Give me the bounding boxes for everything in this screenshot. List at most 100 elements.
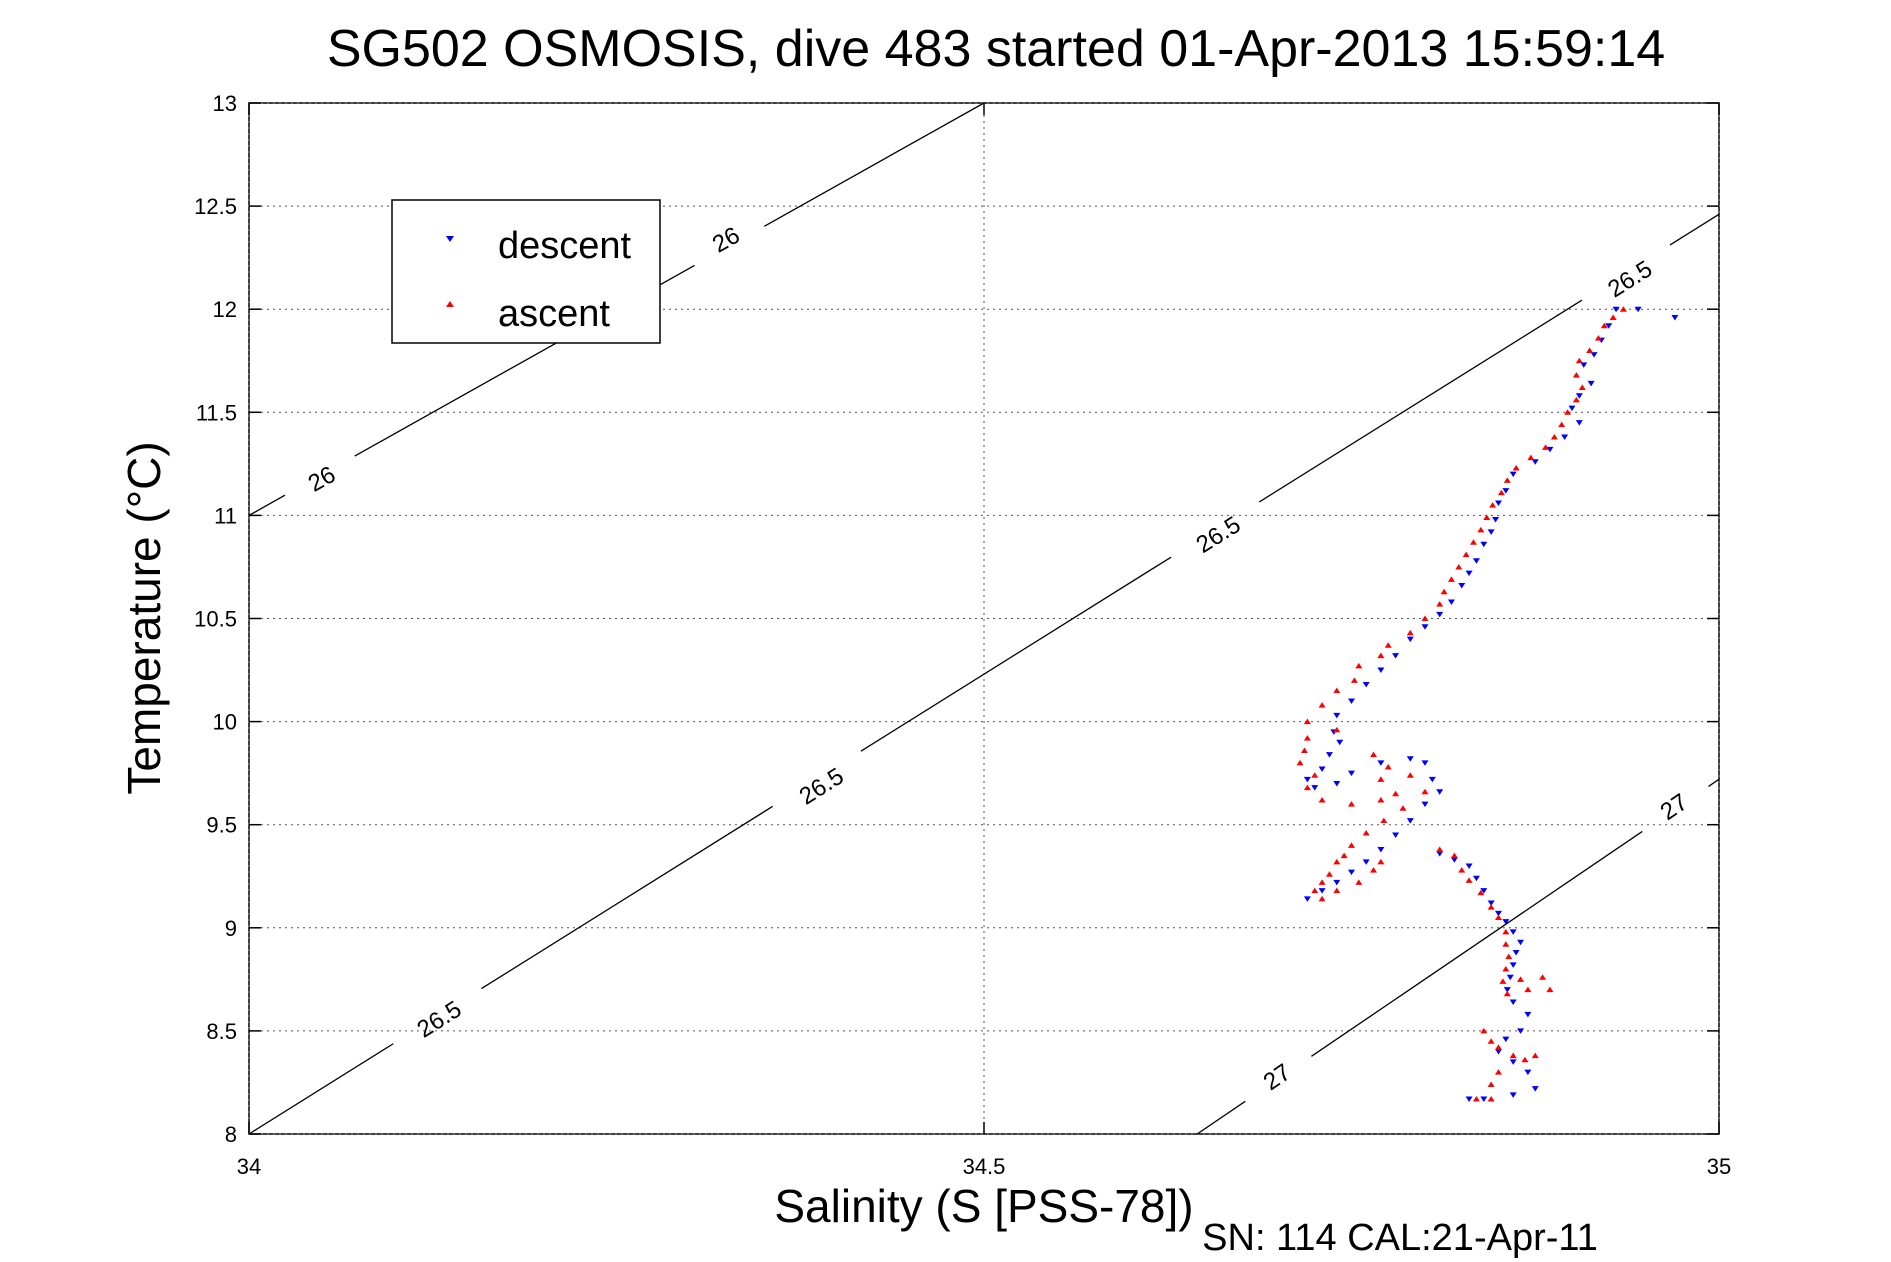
density-contour-27 xyxy=(1196,1100,1246,1135)
ascent-point xyxy=(1487,1038,1495,1044)
descent-point xyxy=(1421,624,1429,630)
ascent-point xyxy=(1502,966,1510,972)
descent-point xyxy=(1492,517,1500,523)
ascent-point xyxy=(1303,735,1311,741)
ascent-point xyxy=(1450,852,1458,859)
ascent-point xyxy=(1527,454,1535,461)
ascent-point xyxy=(1333,858,1341,865)
ascent-point xyxy=(1524,986,1532,993)
descent-point xyxy=(1531,1086,1539,1092)
ascent-point xyxy=(1296,759,1304,766)
ascent-point xyxy=(1546,986,1554,993)
density-contour-26.5 xyxy=(1258,299,1583,503)
descent-point xyxy=(1436,611,1444,618)
ascent-point xyxy=(1487,1081,1495,1088)
y-tick-label: 11 xyxy=(214,503,237,528)
footer-serial-cal: SN: 114 CAL:21-Apr-11 xyxy=(1202,1217,1598,1259)
descent-point xyxy=(1495,500,1502,507)
legend-marker-ascent xyxy=(446,301,454,307)
density-contour-26 xyxy=(763,102,985,227)
ascent-point xyxy=(1465,877,1473,883)
descent-point xyxy=(1634,306,1642,313)
y-tick-label: 9.5 xyxy=(206,813,237,838)
y-tick-label: 10 xyxy=(213,710,237,735)
descent-point xyxy=(1509,999,1517,1006)
ascent-point xyxy=(1318,702,1326,708)
ascent-point xyxy=(1318,879,1326,885)
descent-point xyxy=(1506,974,1514,981)
legend: descent ascent xyxy=(391,199,661,344)
ascent-point xyxy=(1503,990,1511,997)
ascent-point xyxy=(1355,662,1363,669)
ascent-point xyxy=(1483,514,1491,520)
ascent-point xyxy=(1436,846,1444,852)
ascent-point xyxy=(1455,563,1463,570)
descent-point xyxy=(1348,698,1355,704)
ascent-point xyxy=(1572,396,1580,403)
ascent-point xyxy=(1355,879,1363,885)
ascent-point xyxy=(1477,889,1485,896)
y-tick-label: 11.5 xyxy=(196,400,237,425)
descent-point xyxy=(1311,785,1319,791)
descent-point xyxy=(1465,863,1473,869)
ascent-point xyxy=(1447,576,1455,582)
ascent-point xyxy=(1564,409,1572,415)
ascent-point xyxy=(1303,718,1311,725)
descent-point xyxy=(1377,846,1385,853)
ascent-point xyxy=(1348,801,1355,807)
ascent-point xyxy=(1503,477,1511,483)
ascent-point xyxy=(1487,1095,1495,1102)
y-tick-label: 13 xyxy=(213,91,237,116)
descent-point xyxy=(1465,1096,1473,1102)
legend-label-descent: descent xyxy=(498,225,632,267)
descent-point xyxy=(1531,459,1539,465)
ascent-point xyxy=(1318,796,1326,803)
ascent-point xyxy=(1502,941,1510,947)
y-tick-label: 12.5 xyxy=(194,194,237,219)
legend-box xyxy=(391,199,661,344)
descent-point xyxy=(1587,380,1595,387)
descent-point xyxy=(1318,888,1326,894)
chart-title: SG502 OSMOSIS, dive 483 started 01-Apr-2… xyxy=(327,20,1665,78)
ascent-point xyxy=(1575,357,1583,364)
legend-label-ascent: ascent xyxy=(498,293,610,335)
ascent-point xyxy=(1558,421,1566,428)
ascent-point xyxy=(1619,306,1627,312)
descent-point xyxy=(1421,801,1429,808)
ascent-point xyxy=(1578,384,1586,391)
descent-point xyxy=(1517,1028,1525,1034)
ascent-point xyxy=(1609,314,1617,320)
descent-point xyxy=(1472,875,1480,882)
y-axis-label: Temperature (°C) xyxy=(118,441,170,794)
descent-point xyxy=(1561,434,1569,441)
descent-point xyxy=(1472,558,1480,564)
descent-point xyxy=(1362,681,1370,688)
descent-point xyxy=(1436,851,1444,857)
ascent-point xyxy=(1350,677,1358,683)
descent-point xyxy=(1377,667,1385,674)
descent-point xyxy=(1348,770,1355,777)
ascent-point xyxy=(1392,790,1400,797)
ascent-point xyxy=(1462,551,1470,558)
ascent-point xyxy=(1406,629,1414,636)
ascent-point xyxy=(1531,1052,1539,1059)
descent-point xyxy=(1509,471,1517,478)
descent-point xyxy=(1605,323,1613,329)
ascent-point xyxy=(1311,887,1319,894)
y-tick-label: 12 xyxy=(213,297,237,322)
descent-point xyxy=(1509,1092,1517,1098)
descent-point xyxy=(1406,636,1414,643)
ascent-point xyxy=(1377,652,1385,659)
ascent-point xyxy=(1380,817,1388,824)
y-tick-label: 8.5 xyxy=(206,1019,237,1044)
density-contour-27 xyxy=(1311,830,1643,1057)
ascent-point xyxy=(1586,347,1594,353)
density-contour-26.5 xyxy=(1669,213,1720,246)
descent-point xyxy=(1333,879,1341,886)
ascent-point xyxy=(1300,747,1308,753)
descent-point xyxy=(1495,910,1502,917)
ascent-point xyxy=(1495,1044,1502,1050)
y-tick-label: 8 xyxy=(225,1122,237,1147)
ascent-point xyxy=(1517,976,1525,982)
